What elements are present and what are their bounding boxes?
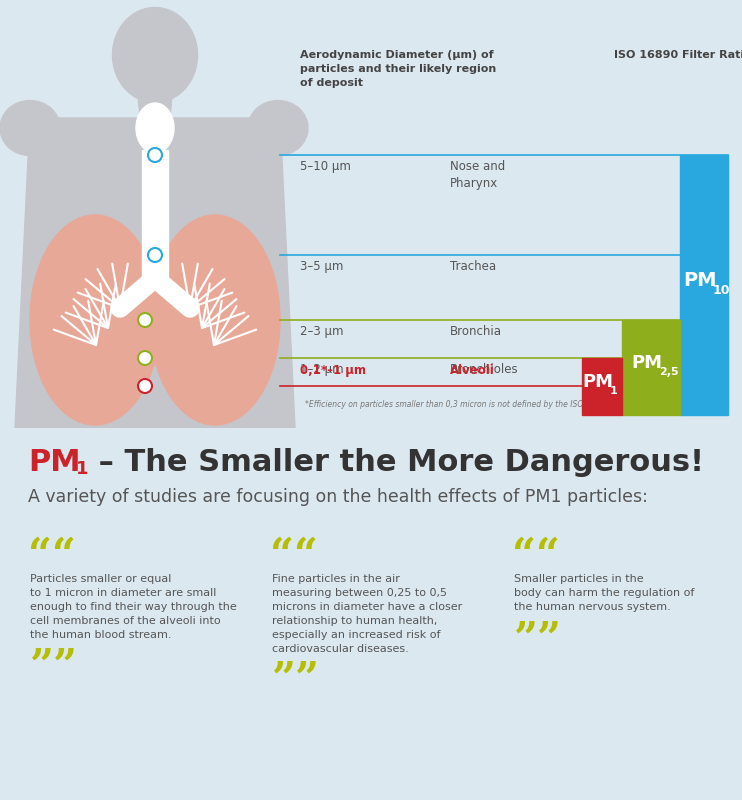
Circle shape	[148, 248, 162, 262]
Polygon shape	[142, 150, 168, 280]
Text: Smaller particles in the
body can harm the regulation of
the human nervous syste: Smaller particles in the body can harm t…	[514, 574, 695, 612]
Text: 1–2 µm: 1–2 µm	[300, 363, 344, 376]
Circle shape	[138, 351, 152, 365]
Text: PM: PM	[683, 271, 717, 290]
Ellipse shape	[113, 7, 197, 102]
Text: Aerodynamic Diameter (µm) of
particles and their likely region
of deposit: Aerodynamic Diameter (µm) of particles a…	[300, 50, 496, 88]
Polygon shape	[138, 95, 172, 118]
Ellipse shape	[150, 215, 280, 425]
Text: 10: 10	[713, 285, 731, 298]
Text: ””: ””	[30, 646, 78, 687]
Text: ””: ””	[272, 659, 320, 701]
Text: Particles smaller or equal
to 1 micron in diameter are small
enough to find thei: Particles smaller or equal to 1 micron i…	[30, 574, 237, 640]
Ellipse shape	[136, 103, 174, 153]
Text: ““: ““	[512, 536, 559, 578]
Text: – The Smaller the More Dangerous!: – The Smaller the More Dangerous!	[88, 448, 704, 477]
Text: Bronchia: Bronchia	[450, 325, 502, 338]
Text: 2–3 µm: 2–3 µm	[300, 325, 344, 338]
Text: Bronchioles: Bronchioles	[450, 363, 519, 376]
Text: PM: PM	[582, 374, 614, 391]
Text: PM: PM	[28, 448, 81, 477]
Text: ””: ””	[514, 618, 562, 661]
Text: PM: PM	[631, 354, 663, 373]
Text: *Efficiency on particles smaller than 0,3 micron is not defined by the ISO: *Efficiency on particles smaller than 0,…	[305, 400, 583, 409]
Text: 0,1*–1 µm: 0,1*–1 µm	[300, 364, 366, 377]
Bar	[582, 358, 622, 415]
Polygon shape	[15, 118, 295, 428]
Circle shape	[138, 313, 152, 327]
Text: 3–5 µm: 3–5 µm	[300, 260, 344, 273]
Text: Alveoli: Alveoli	[450, 364, 495, 377]
Text: A variety of studies are focusing on the health effects of PM1 particles:: A variety of studies are focusing on the…	[28, 488, 648, 506]
Text: 1: 1	[610, 386, 618, 397]
Text: ““: ““	[270, 536, 318, 578]
Bar	[680, 155, 728, 415]
Text: Trachea: Trachea	[450, 260, 496, 273]
Text: ISO 16890 Filter Ratings: ISO 16890 Filter Ratings	[614, 50, 742, 60]
Text: Fine particles in the air
measuring between 0,25 to 0,5
microns in diameter have: Fine particles in the air measuring betw…	[272, 574, 462, 654]
Text: 5–10 µm: 5–10 µm	[300, 160, 351, 173]
Circle shape	[138, 379, 152, 393]
Ellipse shape	[248, 101, 308, 155]
Text: 1: 1	[76, 460, 88, 478]
Text: 2,5: 2,5	[659, 367, 679, 378]
Circle shape	[148, 148, 162, 162]
Text: Nose and
Pharynx: Nose and Pharynx	[450, 160, 505, 190]
Ellipse shape	[0, 101, 60, 155]
Bar	[622, 320, 680, 415]
Text: ““: ““	[28, 536, 76, 578]
Ellipse shape	[30, 215, 160, 425]
